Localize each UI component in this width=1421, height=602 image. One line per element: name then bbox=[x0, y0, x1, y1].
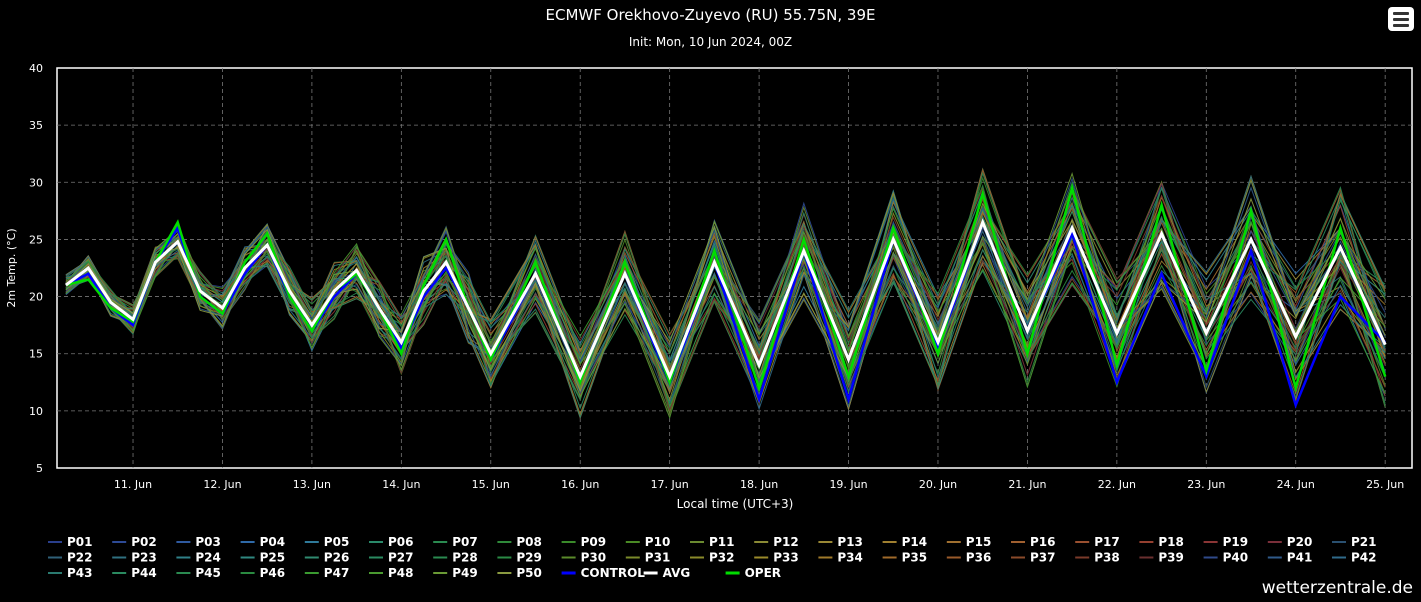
x-tick-label: 20. Jun bbox=[919, 478, 957, 491]
legend-item-p19[interactable]: P19 bbox=[1223, 535, 1249, 549]
y-tick-label: 15 bbox=[29, 348, 43, 361]
x-tick-label: 13. Jun bbox=[293, 478, 331, 491]
legend-item-p17[interactable]: P17 bbox=[1094, 535, 1120, 549]
legend-item-p05[interactable]: P05 bbox=[324, 535, 350, 549]
legend-item-p39[interactable]: P39 bbox=[1158, 551, 1184, 565]
legend-item-p22[interactable]: P22 bbox=[67, 551, 93, 565]
legend-item-p33[interactable]: P33 bbox=[773, 551, 799, 565]
member-line-P50 bbox=[65, 197, 1386, 393]
x-tick-label: 23. Jun bbox=[1187, 478, 1225, 491]
y-tick-label: 10 bbox=[29, 405, 43, 418]
legend-item-p26[interactable]: P26 bbox=[324, 551, 350, 565]
chart-subtitle: Init: Mon, 10 Jun 2024, 00Z bbox=[628, 35, 793, 49]
x-tick-label: 12. Jun bbox=[203, 478, 241, 491]
y-tick-label: 5 bbox=[36, 462, 43, 475]
legend-item-p45[interactable]: P45 bbox=[195, 566, 221, 580]
legend-item-p01[interactable]: P01 bbox=[67, 535, 93, 549]
legend-item-p21[interactable]: P21 bbox=[1351, 535, 1377, 549]
legend-item-p09[interactable]: P09 bbox=[581, 535, 607, 549]
x-tick-label: 18. Jun bbox=[740, 478, 778, 491]
legend-item-p03[interactable]: P03 bbox=[195, 535, 221, 549]
legend-item-p28[interactable]: P28 bbox=[452, 551, 478, 565]
y-tick-label: 35 bbox=[29, 119, 43, 132]
legend-item-p36[interactable]: P36 bbox=[966, 551, 992, 565]
legend-item-avg[interactable]: AVG bbox=[663, 566, 691, 580]
legend-item-p07[interactable]: P07 bbox=[452, 535, 478, 549]
plot-frame bbox=[56, 67, 1413, 469]
legend-item-p06[interactable]: P06 bbox=[388, 535, 414, 549]
legend-item-p24[interactable]: P24 bbox=[195, 551, 221, 565]
x-tick-label: 25. Jun bbox=[1366, 478, 1404, 491]
legend-item-p41[interactable]: P41 bbox=[1287, 551, 1313, 565]
legend-item-p27[interactable]: P27 bbox=[388, 551, 414, 565]
legend-item-p08[interactable]: P08 bbox=[516, 535, 542, 549]
y-tick-label: 20 bbox=[29, 291, 43, 304]
legend-item-p32[interactable]: P32 bbox=[709, 551, 735, 565]
main-series bbox=[64, 183, 1387, 409]
x-tick-label: 17. Jun bbox=[651, 478, 689, 491]
legend-item-p43[interactable]: P43 bbox=[67, 566, 93, 580]
legend-item-p15[interactable]: P15 bbox=[966, 535, 992, 549]
legend-item-p50[interactable]: P50 bbox=[516, 566, 542, 580]
legend-item-p30[interactable]: P30 bbox=[581, 551, 607, 565]
x-axis-label: Local time (UTC+3) bbox=[677, 497, 794, 511]
legend-item-p49[interactable]: P49 bbox=[452, 566, 478, 580]
x-tick-label: 16. Jun bbox=[561, 478, 599, 491]
member-line-P34 bbox=[65, 195, 1386, 402]
member-line-P40 bbox=[65, 177, 1386, 395]
legend-item-p02[interactable]: P02 bbox=[131, 535, 157, 549]
hamburger-menu-icon[interactable] bbox=[1388, 7, 1414, 31]
legend-item-p29[interactable]: P29 bbox=[516, 551, 542, 565]
legend-item-p13[interactable]: P13 bbox=[837, 535, 863, 549]
x-tick-label: 11. Jun bbox=[114, 478, 152, 491]
legend-item-p14[interactable]: P14 bbox=[902, 535, 928, 549]
x-tick-label: 21. Jun bbox=[1008, 478, 1046, 491]
legend-item-p38[interactable]: P38 bbox=[1094, 551, 1120, 565]
legend-item-p35[interactable]: P35 bbox=[902, 551, 928, 565]
legend-item-oper[interactable]: OPER bbox=[745, 566, 781, 580]
series-line-avg bbox=[64, 218, 1387, 381]
member-line-P48 bbox=[65, 188, 1386, 420]
legend-item-control[interactable]: CONTROL bbox=[581, 566, 646, 580]
legend-item-p31[interactable]: P31 bbox=[645, 551, 671, 565]
legend-item-p47[interactable]: P47 bbox=[324, 566, 350, 580]
y-axis: 5 10 15 20 25 30 35 40 bbox=[29, 62, 43, 475]
y-tick-label: 40 bbox=[29, 62, 43, 75]
legend-item-p46[interactable]: P46 bbox=[260, 566, 286, 580]
chart-title: ECMWF Orekhovo-Zuyevo (RU) 55.75N, 39E bbox=[545, 6, 876, 24]
legend-item-p23[interactable]: P23 bbox=[131, 551, 157, 565]
legend-item-p10[interactable]: P10 bbox=[645, 535, 671, 549]
x-tick-label: 14. Jun bbox=[382, 478, 420, 491]
legend-item-p20[interactable]: P20 bbox=[1287, 535, 1313, 549]
x-tick-label: 15. Jun bbox=[472, 478, 510, 491]
legend-item-p44[interactable]: P44 bbox=[131, 566, 157, 580]
legend-item-p37[interactable]: P37 bbox=[1030, 551, 1056, 565]
chart-legend: P01 P02 P03 P04 P05 P06 P07 P08 P09 P10 P11 P12 P13 P… bbox=[48, 535, 1377, 580]
legend-item-p40[interactable]: P40 bbox=[1223, 551, 1249, 565]
legend-item-p18[interactable]: P18 bbox=[1158, 535, 1184, 549]
y-tick-label: 25 bbox=[29, 233, 43, 246]
legend-item-p12[interactable]: P12 bbox=[773, 535, 799, 549]
x-tick-label: 22. Jun bbox=[1098, 478, 1136, 491]
legend-item-p11[interactable]: P11 bbox=[709, 535, 735, 549]
legend-item-p25[interactable]: P25 bbox=[260, 551, 286, 565]
legend-item-p42[interactable]: P42 bbox=[1351, 551, 1377, 565]
credit-text: wetterzentrale.de bbox=[1261, 578, 1413, 598]
x-axis: 11. Jun 12. Jun 13. Jun 14. Jun 15. Jun 16. J… bbox=[114, 478, 1404, 491]
legend-item-p34[interactable]: P34 bbox=[837, 551, 863, 565]
x-tick-label: 19. Jun bbox=[829, 478, 867, 491]
legend-item-p04[interactable]: P04 bbox=[260, 535, 286, 549]
legend-item-p48[interactable]: P48 bbox=[388, 566, 414, 580]
member-line-P35 bbox=[65, 192, 1386, 416]
y-tick-label: 30 bbox=[29, 176, 43, 189]
y-axis-label: 2m Temp. (°C) bbox=[5, 228, 18, 307]
x-tick-label: 24. Jun bbox=[1277, 478, 1315, 491]
legend-item-p16[interactable]: P16 bbox=[1030, 535, 1056, 549]
